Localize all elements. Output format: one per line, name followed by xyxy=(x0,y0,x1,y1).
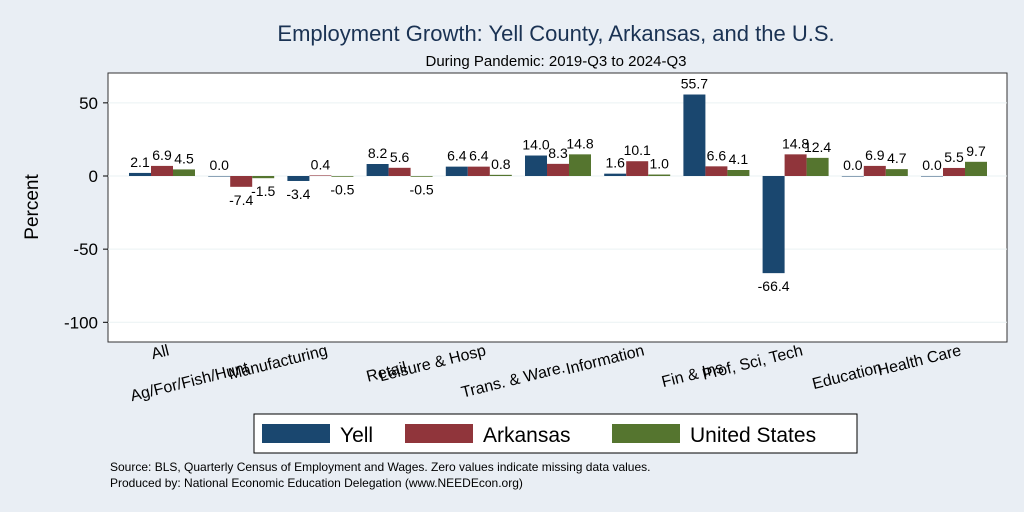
bar-yell-prof-sci-tech xyxy=(762,176,785,274)
y-tick-label: 50 xyxy=(79,94,98,113)
y-tick-label: -50 xyxy=(73,240,98,259)
value-label: 8.2 xyxy=(368,145,388,161)
value-label: 6.6 xyxy=(707,147,727,163)
bar-yell-manufacturing xyxy=(287,176,310,181)
bar-arkansas-all xyxy=(151,165,173,176)
legend-swatch-yell xyxy=(262,424,330,443)
value-label: -0.5 xyxy=(410,182,434,198)
value-label: 8.3 xyxy=(548,145,568,161)
y-tick-label: 0 xyxy=(89,167,98,186)
legend-box xyxy=(253,413,858,454)
value-label: 6.4 xyxy=(447,148,467,164)
bar-arkansas-leisure-hosp xyxy=(467,166,490,176)
value-label: 0.0 xyxy=(922,157,942,173)
plot-area xyxy=(107,72,1008,343)
value-label: 0.0 xyxy=(209,157,229,173)
bar-arkansas-education xyxy=(863,165,886,176)
value-label: 6.9 xyxy=(152,147,172,163)
bar-yell-all xyxy=(129,172,151,176)
value-label: -66.4 xyxy=(758,278,790,294)
bar-united-states-information xyxy=(648,174,671,176)
bar-arkansas-retail xyxy=(388,167,411,176)
value-label: 2.1 xyxy=(130,154,150,170)
x-tick-label-education: Education xyxy=(811,359,884,393)
x-tick-label-health-care: Health Care xyxy=(876,342,963,379)
bar-united-states-prof-sci-tech xyxy=(806,157,829,176)
x-tick-label-manufacturing: Manufacturing xyxy=(227,342,329,383)
bar-arkansas-prof-sci-tech xyxy=(784,154,807,176)
legend-label-arkansas: Arkansas xyxy=(483,424,571,447)
y-axis-label: Percent xyxy=(22,174,43,240)
bar-united-states-trans-ware xyxy=(569,154,591,176)
bar-yell-trans-ware xyxy=(525,155,547,176)
value-label: 14.0 xyxy=(522,137,549,153)
y-axis: 50 0 -50 -100 xyxy=(64,94,108,332)
value-labels: 2.1 0.0-3.48.2 6.414.01.655.7-66.40.0 0.06.… xyxy=(130,76,986,295)
bar-yell-education xyxy=(841,176,864,177)
legend-swatch-united-states xyxy=(612,424,680,443)
value-label: 0.0 xyxy=(843,157,863,173)
bar-yell-retail xyxy=(366,164,389,176)
value-label: 14.8 xyxy=(566,135,593,151)
bar-yell-information xyxy=(604,173,627,176)
value-label: 55.7 xyxy=(681,76,708,92)
value-label: 1.0 xyxy=(649,156,669,172)
x-tick-label-information: Information xyxy=(564,342,646,378)
bar-arkansas-ag-for-fish-hunt xyxy=(230,176,253,187)
bar-united-states-retail xyxy=(410,176,433,177)
bar-yell-health-care xyxy=(921,176,943,177)
chart-title: Employment Growth: Yell County, Arkansas… xyxy=(277,21,834,46)
value-label: 6.9 xyxy=(865,147,885,163)
bar-arkansas-information xyxy=(626,161,649,176)
value-label: 4.7 xyxy=(887,150,907,166)
legend: Yell Arkansas United States xyxy=(262,424,816,447)
bar-united-states-fin-ins xyxy=(727,170,750,176)
value-label: 5.6 xyxy=(390,149,410,165)
value-label: 10.1 xyxy=(624,142,651,158)
bar-united-states-manufacturing xyxy=(331,176,354,177)
value-label: 0.8 xyxy=(491,156,511,172)
value-label: -3.4 xyxy=(286,186,310,202)
bar-yell-ag-for-fish-hunt xyxy=(208,176,231,177)
producer-note: Produced by: National Economic Education… xyxy=(110,476,523,490)
bar-yell-fin-ins xyxy=(683,94,706,176)
legend-label-yell: Yell xyxy=(340,424,373,447)
value-label: 12.4 xyxy=(804,139,831,155)
x-tick-label-leisure-hosp: Leisure & Hosp xyxy=(378,342,488,385)
bar-united-states-all xyxy=(173,169,195,176)
bar-arkansas-manufacturing xyxy=(309,175,332,176)
bar-united-states-health-care xyxy=(965,161,987,176)
value-label: 4.1 xyxy=(729,151,749,167)
chart-subtitle: During Pandemic: 2019-Q3 to 2024-Q3 xyxy=(426,53,687,70)
x-tick-label-prof-sci-tech: Prof, Sci, Tech xyxy=(701,342,805,383)
value-label: 0.4 xyxy=(311,156,331,172)
value-label: 1.6 xyxy=(605,155,625,171)
bars xyxy=(129,94,987,274)
value-label: 9.7 xyxy=(966,143,986,159)
value-label: -0.5 xyxy=(330,182,354,198)
bar-united-states-leisure-hosp xyxy=(489,174,512,176)
x-tick-label-all: All xyxy=(150,342,171,363)
bar-arkansas-health-care xyxy=(943,167,965,176)
bar-arkansas-trans-ware xyxy=(547,163,569,176)
value-label: -7.4 xyxy=(229,192,253,208)
bar-arkansas-fin-ins xyxy=(705,166,728,176)
x-tick-label-trans-ware: Trans. & Ware. xyxy=(460,359,567,401)
bar-yell-leisure-hosp xyxy=(445,166,468,176)
value-label: -1.5 xyxy=(251,183,275,199)
y-tick-label: -100 xyxy=(64,313,98,332)
value-label: 6.4 xyxy=(469,148,489,164)
value-label: 14.8 xyxy=(782,135,809,151)
bar-united-states-ag-for-fish-hunt xyxy=(252,176,275,179)
value-label: 4.5 xyxy=(174,150,194,166)
legend-swatch-arkansas xyxy=(405,424,473,443)
legend-label-united-states: United States xyxy=(690,424,816,447)
value-label: 5.5 xyxy=(944,149,964,165)
bar-united-states-education xyxy=(885,169,908,176)
source-note: Source: BLS, Quarterly Census of Employm… xyxy=(110,460,650,474)
